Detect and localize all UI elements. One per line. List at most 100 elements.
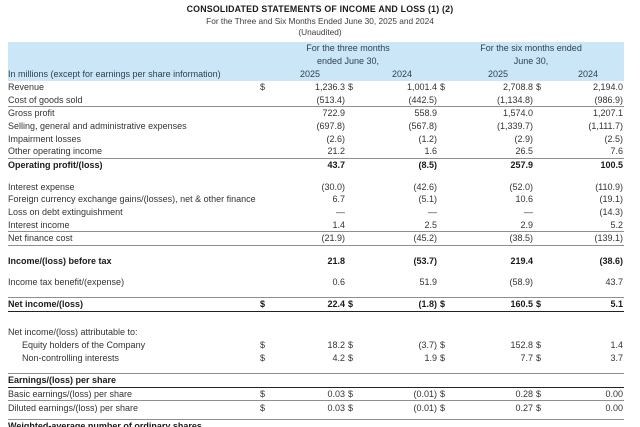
table-row: Selling, general and administrative expe… <box>8 120 624 133</box>
cell-value: (42.6) <box>413 181 438 192</box>
cell-value: — <box>428 207 438 218</box>
cell-value: (986.9) <box>560 93 625 107</box>
currency-symbol <box>438 144 465 159</box>
cell-value <box>560 418 625 427</box>
table-row: Interest expense (30.0) (42.6) (52.0) (110.9… <box>8 180 624 193</box>
currency-symbol <box>346 206 370 219</box>
cell-value: 1.4 <box>276 218 346 233</box>
currency-symbol: $ <box>346 387 370 402</box>
cell-value: (5.1) <box>418 194 438 205</box>
year-column-h-2025: 2025 <box>438 67 535 81</box>
currency-symbol: $ <box>534 387 561 402</box>
currency-symbol <box>346 144 370 159</box>
row-label: Income tax benefit/(expense) <box>8 276 125 287</box>
cell-value: 1,001.4 <box>407 81 438 92</box>
currency-symbol <box>258 193 276 206</box>
cell-value: (8.5) <box>418 159 438 170</box>
table-row: Loss on debt extinguishment — — — (14.3) <box>8 206 624 219</box>
title-block: CONSOLIDATED STATEMENTS OF INCOME AND LO… <box>0 0 640 39</box>
six-months-header-line2: June 30, <box>438 54 625 68</box>
row-label: Gross profit <box>8 108 55 119</box>
currency-symbol <box>534 106 560 119</box>
currency-symbol <box>346 193 370 206</box>
row-spacer <box>8 288 624 298</box>
currency-symbol: $ <box>260 81 266 92</box>
cell-value <box>370 372 439 388</box>
currency-symbol <box>258 206 276 219</box>
row-label: Impairment losses <box>8 133 82 144</box>
cell-value: (0.01) <box>413 402 438 413</box>
cell-value: (1.2) <box>418 133 438 144</box>
currency-symbol: $ <box>260 402 266 413</box>
table-row <box>8 288 624 298</box>
cell-value: 0.28 <box>464 387 535 402</box>
cell-value: 2.5 <box>370 218 439 233</box>
in-millions-label: In millions (except for earnings per sha… <box>8 67 258 81</box>
table-row: Net income/(loss) $22.4 $ (1.8) $160.5 $5.1 <box>8 297 625 312</box>
currency-symbol <box>438 275 464 288</box>
currency-symbol <box>438 218 465 233</box>
currency-symbol <box>534 193 560 206</box>
three-months-header-line1: For the three months <box>258 41 439 55</box>
cell-value: 1,236.3 <box>314 81 345 92</box>
currency-symbol <box>534 326 560 339</box>
currency-symbol <box>534 206 560 219</box>
cell-value: 51.9 <box>419 276 438 287</box>
currency-symbol <box>438 132 464 145</box>
table-row: Operating profit/(loss) 43.7 (8.5) 257.9 100… <box>8 158 624 171</box>
cell-value: 2.9 <box>464 218 535 233</box>
cell-value: 7.6 <box>560 144 625 159</box>
cell-value: 6.7 <box>332 194 345 205</box>
table-row: Income/(loss) before tax 21.8 (53.7) 219.4 (… <box>8 255 624 268</box>
currency-symbol <box>534 144 561 159</box>
cell-value: 2,708.8 <box>503 81 534 92</box>
row-label: Non-controlling interests <box>22 352 120 363</box>
cell-value: (0.01) <box>370 387 439 402</box>
currency-symbol: $ <box>258 297 276 312</box>
cell-value <box>276 326 346 339</box>
cell-value <box>276 418 346 427</box>
row-label: Diluted earnings/(loss) per share <box>8 402 139 413</box>
cell-value: 1.9 <box>424 352 438 363</box>
cell-value: 0.03 <box>276 387 346 402</box>
cell-value: (53.7) <box>413 256 438 267</box>
currency-symbol <box>258 326 276 339</box>
cell-value: 10.6 <box>515 194 534 205</box>
currency-symbol: $ <box>440 81 446 92</box>
currency-symbol: $ <box>536 352 542 363</box>
currency-symbol <box>438 120 464 133</box>
currency-symbol <box>438 372 465 388</box>
cell-value: 257.9 <box>510 159 534 170</box>
cell-value: 5.2 <box>560 218 625 233</box>
currency-symbol: $ <box>348 352 354 363</box>
cell-value: 22.4 <box>276 297 346 312</box>
cell-value: 722.9 <box>322 108 345 119</box>
cell-value: 0.03 <box>327 402 345 413</box>
currency-symbol <box>438 418 465 427</box>
table-row: Income tax benefit/(expense) 0.6 51.9 (58.9… <box>8 275 624 288</box>
currency-symbol <box>258 255 276 268</box>
currency-symbol <box>534 120 560 133</box>
currency-symbol <box>534 180 560 193</box>
cell-value: 100.5 <box>600 159 624 170</box>
table-row: Non-controlling interests $4.2 $1.9 $7.7 $3.… <box>8 351 624 364</box>
currency-symbol <box>346 326 370 339</box>
cell-value: 21.8 <box>327 256 345 267</box>
cell-value: (14.3) <box>599 207 624 218</box>
cell-value <box>464 372 535 388</box>
statement-subtitle: For the Three and Six Months Ended June … <box>206 15 434 26</box>
cell-value: 18.2 <box>327 339 345 350</box>
currency-symbol <box>534 132 560 145</box>
row-label: Net finance cost <box>8 231 258 246</box>
cell-value: 2,194.0 <box>593 81 624 92</box>
cell-value: (21.9) <box>276 231 346 246</box>
currency-symbol: $ <box>346 297 370 312</box>
currency-symbol <box>258 132 276 145</box>
currency-symbol <box>534 218 561 233</box>
currency-symbol <box>346 158 370 171</box>
cell-value: 26.5 <box>464 144 535 159</box>
currency-symbol: $ <box>440 339 446 350</box>
unaudited-note: (Unaudited) <box>298 27 342 37</box>
currency-symbol <box>258 120 276 133</box>
cell-value: 5.1 <box>560 297 625 312</box>
